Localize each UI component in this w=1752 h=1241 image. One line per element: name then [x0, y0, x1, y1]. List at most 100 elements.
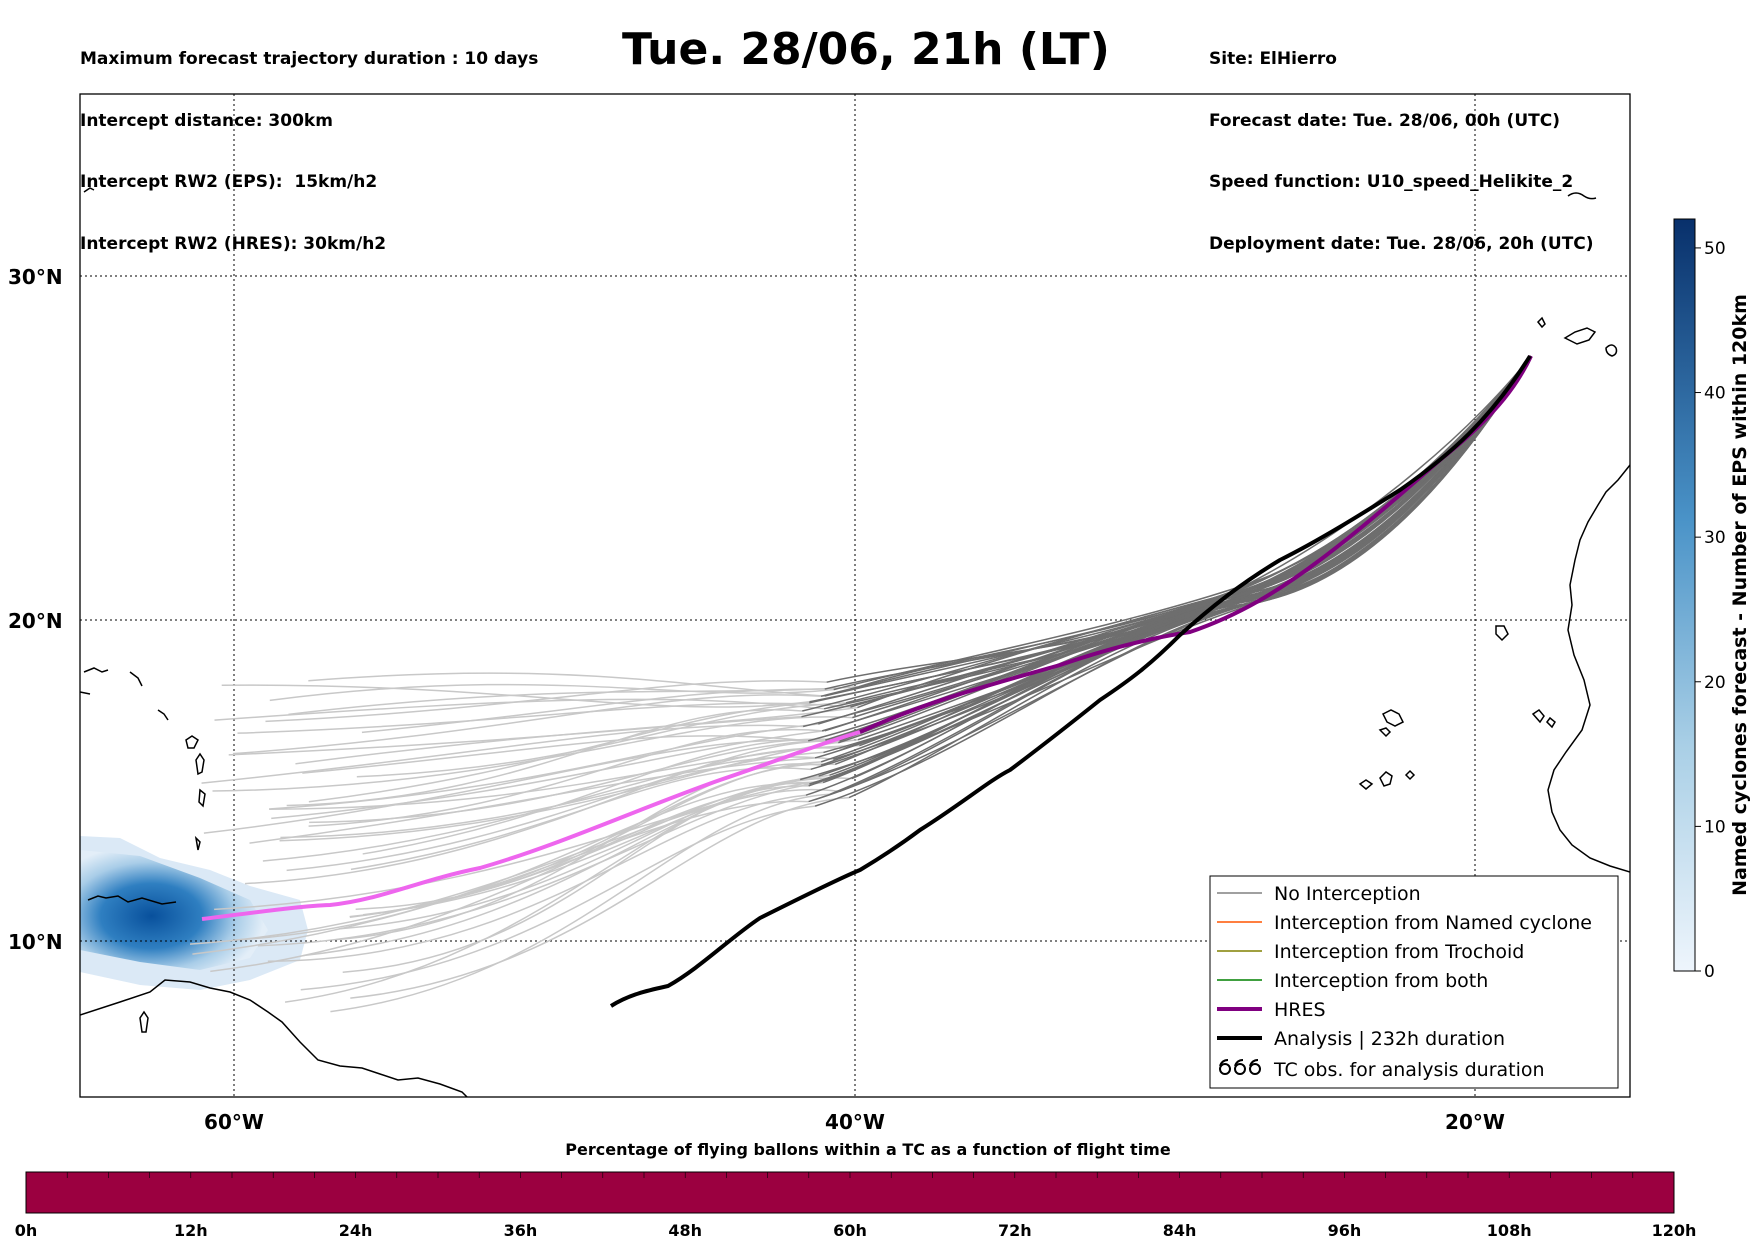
header-left: Maximum forecast trajectory duration : 1…	[80, 8, 538, 275]
ensemble-trajectory-late	[829, 355, 1532, 776]
lon-label-40w: 40°W	[825, 1110, 885, 1134]
ensemble-trajectory-early	[237, 702, 851, 734]
ensemble-trajectory-late	[808, 355, 1532, 803]
colorbar: 0 10 20 30 40 50 Named cyclones forecast - Nu…	[1673, 218, 1751, 982]
colorbar-tick-label: 10	[1704, 817, 1726, 837]
ensemble-trajectory-late	[839, 355, 1532, 742]
ensemble-trajectory-early	[308, 728, 823, 827]
ensemble-trajectory-early	[214, 779, 825, 911]
ensemble-trajectory-early	[249, 757, 816, 844]
header-forecast-date: Forecast date: Tue. 28/06, 00h (UTC)	[1209, 110, 1560, 131]
colorbar-tick-label: 30	[1704, 528, 1726, 548]
ensemble-trajectory-late	[857, 355, 1532, 709]
ensemble-trajectory-late	[833, 355, 1532, 691]
header-deployment-date: Deployment date: Tue. 28/06, 20h (UTC)	[1209, 233, 1594, 254]
ensemble-trajectory-late	[829, 355, 1532, 795]
ensemble-trajectory-early	[300, 805, 816, 991]
legend-label-trochoid: Interception from Trochoid	[1274, 941, 1524, 963]
ensemble-trajectory-late	[848, 355, 1532, 799]
flight-time-tick-label: 120h	[1652, 1221, 1697, 1240]
ensemble-trajectory-early	[265, 680, 827, 723]
cyclone-density-field	[80, 836, 308, 990]
flight-time-tick-label: 72h	[998, 1221, 1032, 1240]
header-intercept-hres: Intercept RW2 (HRES): 30km/h2	[80, 233, 387, 254]
coastlines	[80, 187, 1630, 1097]
ensemble-trajectory-early	[361, 688, 825, 734]
map-frame	[79, 93, 1631, 1098]
ensemble-trajectory-late	[859, 355, 1532, 747]
lat-label-20n: 20°N	[8, 609, 63, 633]
ensemble-trajectory-late	[818, 355, 1532, 777]
flight-time-bar-title: Percentage of flying ballons within a TC…	[565, 1140, 1171, 1159]
flight-time-tick-label: 48h	[668, 1221, 702, 1240]
legend-label-no-interception: No Interception	[1274, 883, 1421, 905]
colorbar-tick-label: 50	[1704, 239, 1726, 259]
ensemble-trajectories-late	[799, 355, 1532, 807]
ensemble-trajectory-early	[189, 788, 840, 945]
flight-time-tick-label: 108h	[1487, 1221, 1532, 1240]
flight-time-bar: Percentage of flying ballons within a TC…	[15, 1140, 1697, 1240]
ensemble-trajectory-early	[295, 706, 858, 765]
flight-time-tick-label: 36h	[504, 1221, 538, 1240]
header-intercept-distance: Intercept distance: 300km	[80, 110, 333, 131]
header-speed-function: Speed function: U10_speed_Helikite_2	[1209, 172, 1574, 192]
flight-time-tick-label: 84h	[1163, 1221, 1197, 1240]
ensemble-trajectory-late	[850, 355, 1532, 708]
flight-time-bar-fill	[25, 1171, 1675, 1214]
ensemble-trajectory-early	[286, 747, 844, 872]
ensemble-trajectory-early	[212, 716, 853, 792]
ensemble-trajectory-early	[203, 739, 839, 834]
flight-time-tick-label: 0h	[15, 1221, 38, 1240]
legend-label-hres: HRES	[1274, 999, 1326, 1021]
colorbar-tick-label: 0	[1704, 962, 1715, 982]
ensemble-trajectory-early	[309, 739, 826, 824]
ensemble-trajectory-late	[857, 355, 1532, 741]
map-area	[80, 94, 1630, 1097]
ensemble-trajectory-late	[845, 355, 1532, 704]
colorbar-label: Named cyclones forecast - Number of EPS …	[1729, 294, 1751, 896]
header-duration: Maximum forecast trajectory duration : 1…	[80, 49, 539, 69]
axis-labels: 30°N 20°N 10°N 60°W 40°W 20°W	[8, 265, 1505, 1134]
ensemble-trajectory-late	[824, 355, 1532, 697]
ensemble-trajectory-late	[815, 355, 1532, 784]
ensemble-trajectory-late	[809, 355, 1532, 704]
colorbar-tick-label: 40	[1704, 384, 1726, 404]
lon-label-60w: 60°W	[204, 1110, 264, 1134]
ensemble-trajectory-early	[269, 744, 860, 810]
colorbar-tick-label: 20	[1704, 673, 1726, 693]
flight-time-tick-label: 24h	[339, 1221, 373, 1240]
ensemble-trajectory-early	[269, 723, 819, 810]
ensemble-trajectory-early	[233, 782, 810, 941]
ensemble-trajectory-late	[858, 355, 1532, 688]
ensemble-trajectory-late	[801, 355, 1532, 718]
lon-label-20w: 20°W	[1445, 1110, 1505, 1134]
hres-trajectory-early	[201, 730, 861, 921]
ensemble-trajectory-late	[823, 355, 1532, 710]
ensemble-trajectory-early	[269, 683, 834, 702]
ensemble-trajectory-early	[210, 785, 809, 973]
cyclone-icon	[1219, 1059, 1261, 1075]
ensemble-trajectory-early	[302, 735, 809, 774]
ensemble-trajectory-early	[330, 793, 830, 1013]
page-title: Tue. 28/06, 21h (LT)	[622, 24, 1110, 75]
ensemble-trajectory-late	[824, 355, 1532, 732]
flight-time-tick-label: 60h	[833, 1221, 867, 1240]
ensemble-trajectory-late	[808, 355, 1532, 742]
legend-label-named-cyclone: Interception from Named cyclone	[1274, 912, 1592, 934]
header-site: Site: ElHierro	[1209, 49, 1337, 69]
header-intercept-eps: Intercept RW2 (EPS): 15km/h2	[80, 172, 378, 192]
analysis-trajectory	[609, 354, 1532, 1008]
legend-label-tc-obs: TC obs. for analysis duration	[1273, 1059, 1545, 1081]
ensemble-trajectory-late	[832, 355, 1532, 760]
ensemble-trajectory-late	[799, 355, 1532, 781]
ensemble-trajectory-late	[809, 355, 1532, 703]
ensemble-trajectory-late	[808, 355, 1532, 787]
flight-time-tick-label: 96h	[1328, 1221, 1362, 1240]
ensemble-trajectory-late	[851, 355, 1532, 780]
ensemble-trajectory-early	[192, 800, 809, 955]
ensemble-trajectory-early	[336, 763, 822, 941]
flight-time-tick-label: 12h	[174, 1221, 208, 1240]
ensemble-trajectory-late	[820, 355, 1532, 763]
ensemble-trajectory-early	[362, 738, 832, 855]
